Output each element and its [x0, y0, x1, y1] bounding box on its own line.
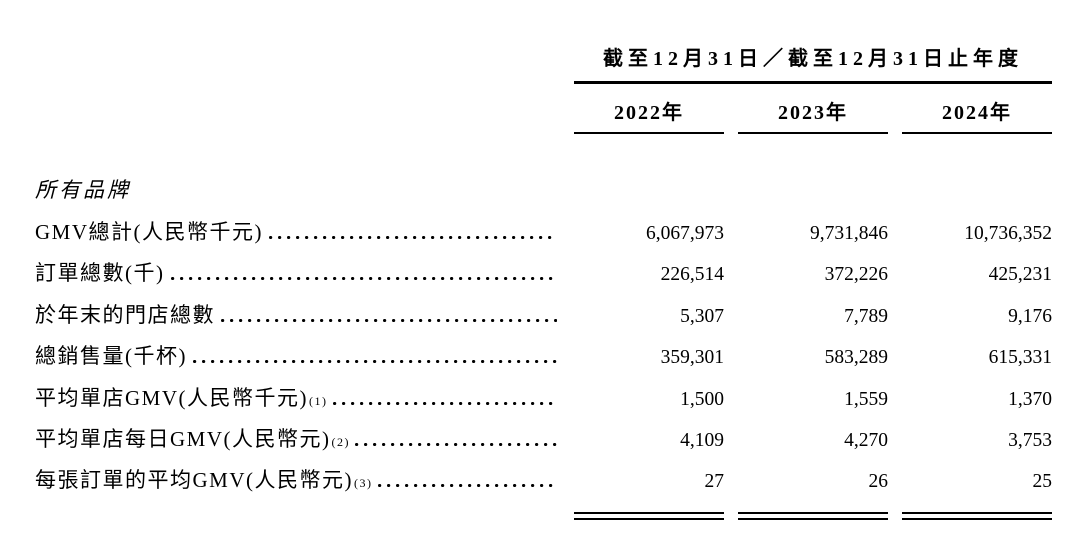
row-label-cell: 每張訂單的平均GMV(人民幣元) (3) — [35, 460, 560, 501]
bottom-rules — [574, 511, 1052, 520]
cell-value: 10,736,352 — [964, 223, 1052, 244]
cell-value: 1,559 — [844, 388, 888, 410]
dot-leader — [355, 442, 557, 446]
cell-value: 5,307 — [680, 305, 724, 327]
row-label: 訂單總數(千) — [35, 261, 165, 286]
financial-table: 截至12月31日／截至12月31日止年度 2022年 2023年 2024年 所… — [35, 42, 1052, 520]
row-label-cell: 於年末的門店總數 — [35, 295, 560, 336]
cell-value: 4,270 — [844, 429, 888, 451]
column-header-2023: 2023年 — [738, 84, 888, 134]
row-label-cell: GMV總計(人民幣千元) — [35, 212, 560, 253]
dot-leader — [170, 277, 557, 281]
row-label: 於年末的門店總數 — [35, 302, 215, 327]
cell-value: 9,731,846 — [810, 223, 888, 244]
footnote-ref: (1) — [309, 393, 328, 408]
row-label-cell: 訂單總數(千) — [35, 253, 560, 294]
row-label: 平均單店GMV(人民幣千元) — [35, 385, 308, 410]
row-label-cell: 總銷售量(千杯) — [35, 336, 560, 377]
cell-value: 359,301 — [660, 347, 724, 369]
table-row: 平均單店每日GMV(人民幣元) (2) 4,109 4,270 3,753 — [35, 419, 1052, 460]
dot-leader — [269, 236, 557, 239]
table-row: 總銷售量(千杯) 359,301 583,289 615,331 — [35, 336, 1052, 377]
table-row: 訂單總數(千) 226,514 372,226 425,231 — [35, 253, 1052, 294]
table-row: 於年末的門店總數 5,307 7,789 9,176 — [35, 295, 1052, 336]
row-label-cell: 平均單店GMV(人民幣千元) (1) — [35, 378, 560, 419]
row-label: 平均單店每日GMV(人民幣元) — [35, 426, 331, 451]
double-rule — [574, 511, 724, 520]
cell-value: 583,289 — [824, 347, 888, 369]
double-rule — [902, 511, 1052, 520]
cell-value: 226,514 — [660, 264, 724, 286]
dot-leader — [377, 484, 557, 488]
table-row: GMV總計(人民幣千元) 6,067,973 9,731,846 10,736,… — [35, 212, 1052, 253]
cell-value: 7,789 — [844, 305, 888, 327]
section-header: 所有品牌 — [35, 178, 131, 202]
cell-value: 25 — [1032, 471, 1053, 493]
table-row: 每張訂單的平均GMV(人民幣元) (3) 27 26 25 — [35, 460, 1052, 501]
table-body: GMV總計(人民幣千元) 6,067,973 9,731,846 10,736,… — [35, 212, 1052, 502]
column-headers: 2022年 2023年 2024年 — [574, 84, 1052, 134]
row-label: GMV總計(人民幣千元) — [35, 220, 263, 244]
double-rule — [738, 511, 888, 520]
row-label: 每張訂單的平均GMV(人民幣元) — [35, 468, 353, 493]
footnote-ref: (2) — [331, 434, 350, 449]
row-label-cell: 平均單店每日GMV(人民幣元) (2) — [35, 419, 560, 460]
cell-value: 9,176 — [1008, 305, 1052, 327]
row-label: 總銷售量(千杯) — [35, 344, 187, 369]
cell-value: 3,753 — [1008, 429, 1052, 451]
column-header-2022: 2022年 — [574, 84, 724, 134]
cell-value: 1,370 — [1008, 388, 1052, 410]
footnote-ref: (3) — [354, 476, 373, 491]
dot-leader — [332, 401, 557, 405]
table-row: 平均單店GMV(人民幣千元) (1) 1,500 1,559 1,370 — [35, 378, 1052, 419]
column-header-2024: 2024年 — [902, 84, 1052, 134]
cell-value: 6,067,973 — [646, 223, 724, 244]
dot-leader — [193, 360, 557, 364]
cell-value: 425,231 — [988, 264, 1052, 286]
table-header-title: 截至12月31日／截至12月31日止年度 — [574, 42, 1052, 84]
cell-value: 372,226 — [824, 264, 888, 286]
cell-value: 1,500 — [680, 388, 724, 410]
dot-leader — [221, 318, 557, 322]
cell-value: 615,331 — [988, 347, 1052, 369]
cell-value: 26 — [868, 471, 889, 493]
cell-value: 27 — [704, 471, 725, 493]
cell-value: 4,109 — [680, 429, 724, 451]
